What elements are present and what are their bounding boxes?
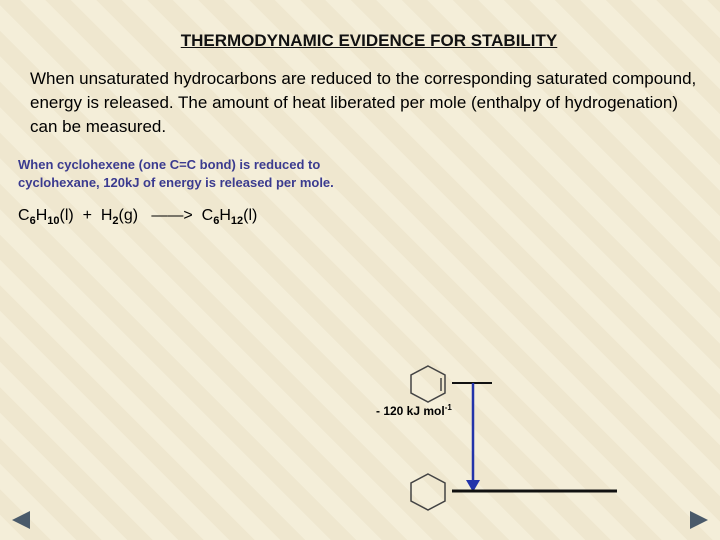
eq-sub: 2 [112, 215, 119, 228]
eq-sub: 6 [29, 215, 36, 228]
eq-part: (g) [118, 207, 139, 224]
eq-part: H [219, 207, 231, 224]
cyclohexene-ring [410, 365, 446, 403]
eq-part: H [35, 207, 48, 224]
eq-part: C [201, 207, 214, 224]
eq-sub: 10 [47, 215, 60, 228]
equation: C6H10(l) + H2(g) ——> C6H12(l) [18, 207, 257, 227]
note-text: When cyclohexene (one C=C bond) is reduc… [18, 157, 334, 190]
nav-next[interactable] [690, 511, 708, 529]
eq-part: (l) + H [59, 207, 113, 224]
arrow-head [466, 480, 480, 492]
title: THERMODYNAMIC EVIDENCE FOR STABILITY [180, 31, 558, 50]
cyclohexane-ring [410, 473, 446, 511]
intro-text: When unsaturated hydrocarbons are reduce… [30, 69, 697, 136]
energy-label: - 120 kJ mol-1 [376, 403, 452, 418]
energy-text: - 120 kJ mol [376, 404, 445, 418]
energy-sup: -1 [444, 403, 452, 412]
eq-sub: 12 [230, 215, 244, 228]
eq-sub: 6 [213, 215, 220, 228]
eq-part: C [18, 207, 30, 224]
eq-arrow: ——> [151, 207, 193, 224]
eq-part: (l) [243, 207, 258, 224]
nav-prev[interactable] [12, 511, 30, 529]
